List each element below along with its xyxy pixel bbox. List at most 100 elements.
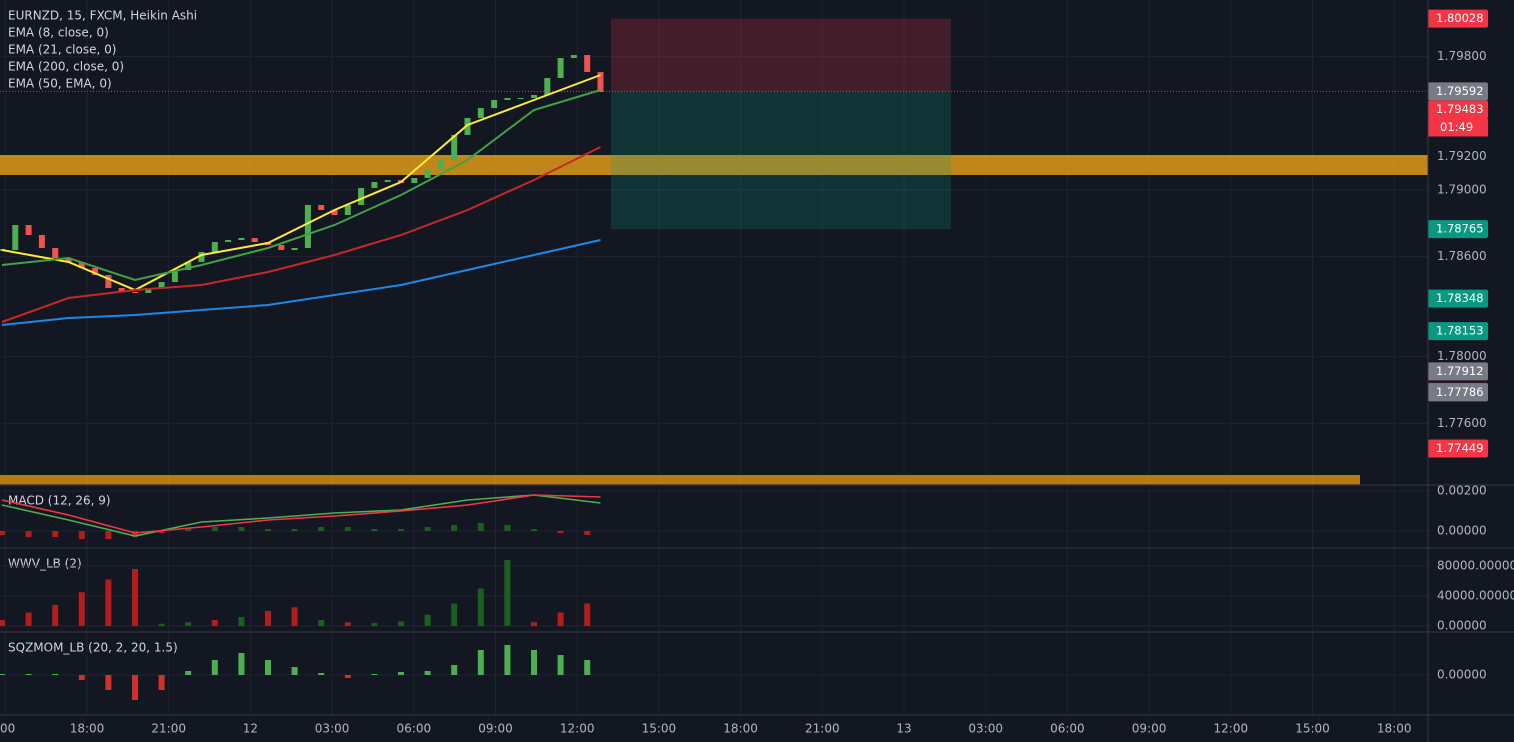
y-tick-label: 1.78000 — [1437, 349, 1487, 363]
price-label-box — [1428, 220, 1488, 239]
candle — [278, 245, 285, 250]
candle — [132, 292, 138, 293]
candle — [557, 58, 564, 78]
x-tick-label: 21:00 — [151, 722, 186, 736]
chart-title: EURNZD, 15, FXCM, Heikin Ashi — [8, 9, 197, 23]
price-label: 1.78153 — [1436, 324, 1484, 338]
indicator-bar — [557, 612, 564, 626]
indicator-bar — [291, 667, 298, 675]
indicator-bar — [318, 527, 325, 531]
candle — [225, 240, 232, 242]
indicator-bar — [132, 569, 138, 626]
price-label: 1.78765 — [1436, 222, 1484, 236]
price-label-box — [1428, 9, 1488, 28]
pane-title: WWV_LB (2) — [8, 557, 82, 571]
y-tick-label: 1.78600 — [1437, 249, 1487, 263]
price-label-box — [1428, 100, 1488, 119]
candle — [211, 242, 218, 252]
indicator-bar — [158, 675, 165, 690]
indicator-bar — [52, 531, 59, 537]
indicator-bar — [291, 607, 298, 626]
indicator-bar — [211, 527, 218, 531]
indicator-bar — [477, 588, 484, 626]
candle — [171, 270, 178, 282]
pane-title: SQZMOM_LB (20, 2, 20, 1.5) — [8, 641, 178, 655]
candle — [451, 135, 458, 160]
price-label-box — [1428, 82, 1488, 101]
candle — [145, 288, 152, 293]
indicator-bar — [78, 531, 85, 539]
x-tick-label: 15:00 — [642, 722, 677, 736]
indicator-bar — [451, 525, 458, 531]
candle — [251, 238, 258, 242]
x-tick-label: 21:00 — [805, 722, 840, 736]
pane-title: MACD (12, 26, 9) — [8, 494, 111, 508]
x-tick-label: 15:00 — [1295, 722, 1330, 736]
legend-entry: EMA (8, close, 0) — [8, 26, 109, 40]
candle — [504, 98, 511, 100]
indicator-bar — [25, 531, 32, 537]
y-tick-label: 0.00200 — [1437, 484, 1487, 498]
ema-line — [1, 89, 601, 282]
candle — [291, 248, 298, 250]
indicator-bar — [132, 675, 138, 700]
indicator-bar — [371, 529, 378, 531]
indicator-bar — [105, 579, 112, 626]
candle — [78, 262, 85, 268]
indicator-bar — [158, 623, 165, 626]
indicator-bar — [451, 603, 458, 626]
candle — [411, 178, 418, 183]
indicator-bar — [265, 529, 271, 531]
indicator-bar — [531, 622, 537, 626]
candle — [304, 205, 311, 248]
indicator-bar — [185, 671, 192, 675]
zone — [0, 475, 1360, 485]
candle — [597, 72, 604, 92]
indicator-bar — [211, 620, 218, 626]
price-label-box — [1428, 362, 1488, 381]
y-tick-label: 1.79000 — [1437, 183, 1487, 197]
indicator-bar — [0, 531, 5, 535]
indicator-bar — [105, 675, 112, 690]
indicator-bar — [504, 645, 511, 675]
indicator-bar — [531, 529, 537, 531]
indicator-bar — [424, 614, 431, 626]
x-tick-label: 18:00 — [70, 722, 105, 736]
indicator-bar — [52, 605, 59, 626]
price-label: 1.77912 — [1436, 364, 1484, 378]
candle — [238, 238, 245, 240]
y-tick-label: 0.00000 — [1437, 619, 1487, 633]
candle — [437, 160, 444, 170]
indicator-bar — [398, 621, 404, 626]
indicator-bar — [371, 623, 378, 626]
candle — [331, 210, 338, 215]
candle — [52, 248, 59, 258]
indicator-bar — [451, 665, 458, 675]
legend-entry: EMA (200, close, 0) — [8, 60, 124, 74]
countdown-box — [1428, 118, 1488, 137]
indicator-bar — [584, 660, 591, 675]
y-tick-label: 0.00000 — [1437, 524, 1487, 538]
candle — [185, 262, 192, 270]
indicator-bar — [25, 674, 32, 675]
countdown: 01:49 — [1440, 120, 1473, 134]
indicator-bar — [344, 622, 351, 626]
indicator-bar — [424, 527, 431, 531]
y-tick-label: 0.00000 — [1437, 668, 1487, 682]
indicator-bar — [0, 620, 5, 626]
indicator-bar — [344, 527, 351, 531]
indicator-bar — [477, 523, 484, 531]
y-tick-label: 1.79200 — [1437, 149, 1487, 163]
indicator-bar — [398, 529, 404, 531]
candle — [531, 95, 537, 98]
indicator-bar — [291, 529, 298, 531]
candle — [118, 288, 125, 292]
candle — [38, 235, 45, 248]
x-tick-label: 09:00 — [1132, 722, 1167, 736]
indicator-bar — [0, 674, 5, 675]
candle — [477, 108, 484, 118]
price-label-box — [1428, 289, 1488, 308]
indicator-bar — [25, 612, 32, 626]
